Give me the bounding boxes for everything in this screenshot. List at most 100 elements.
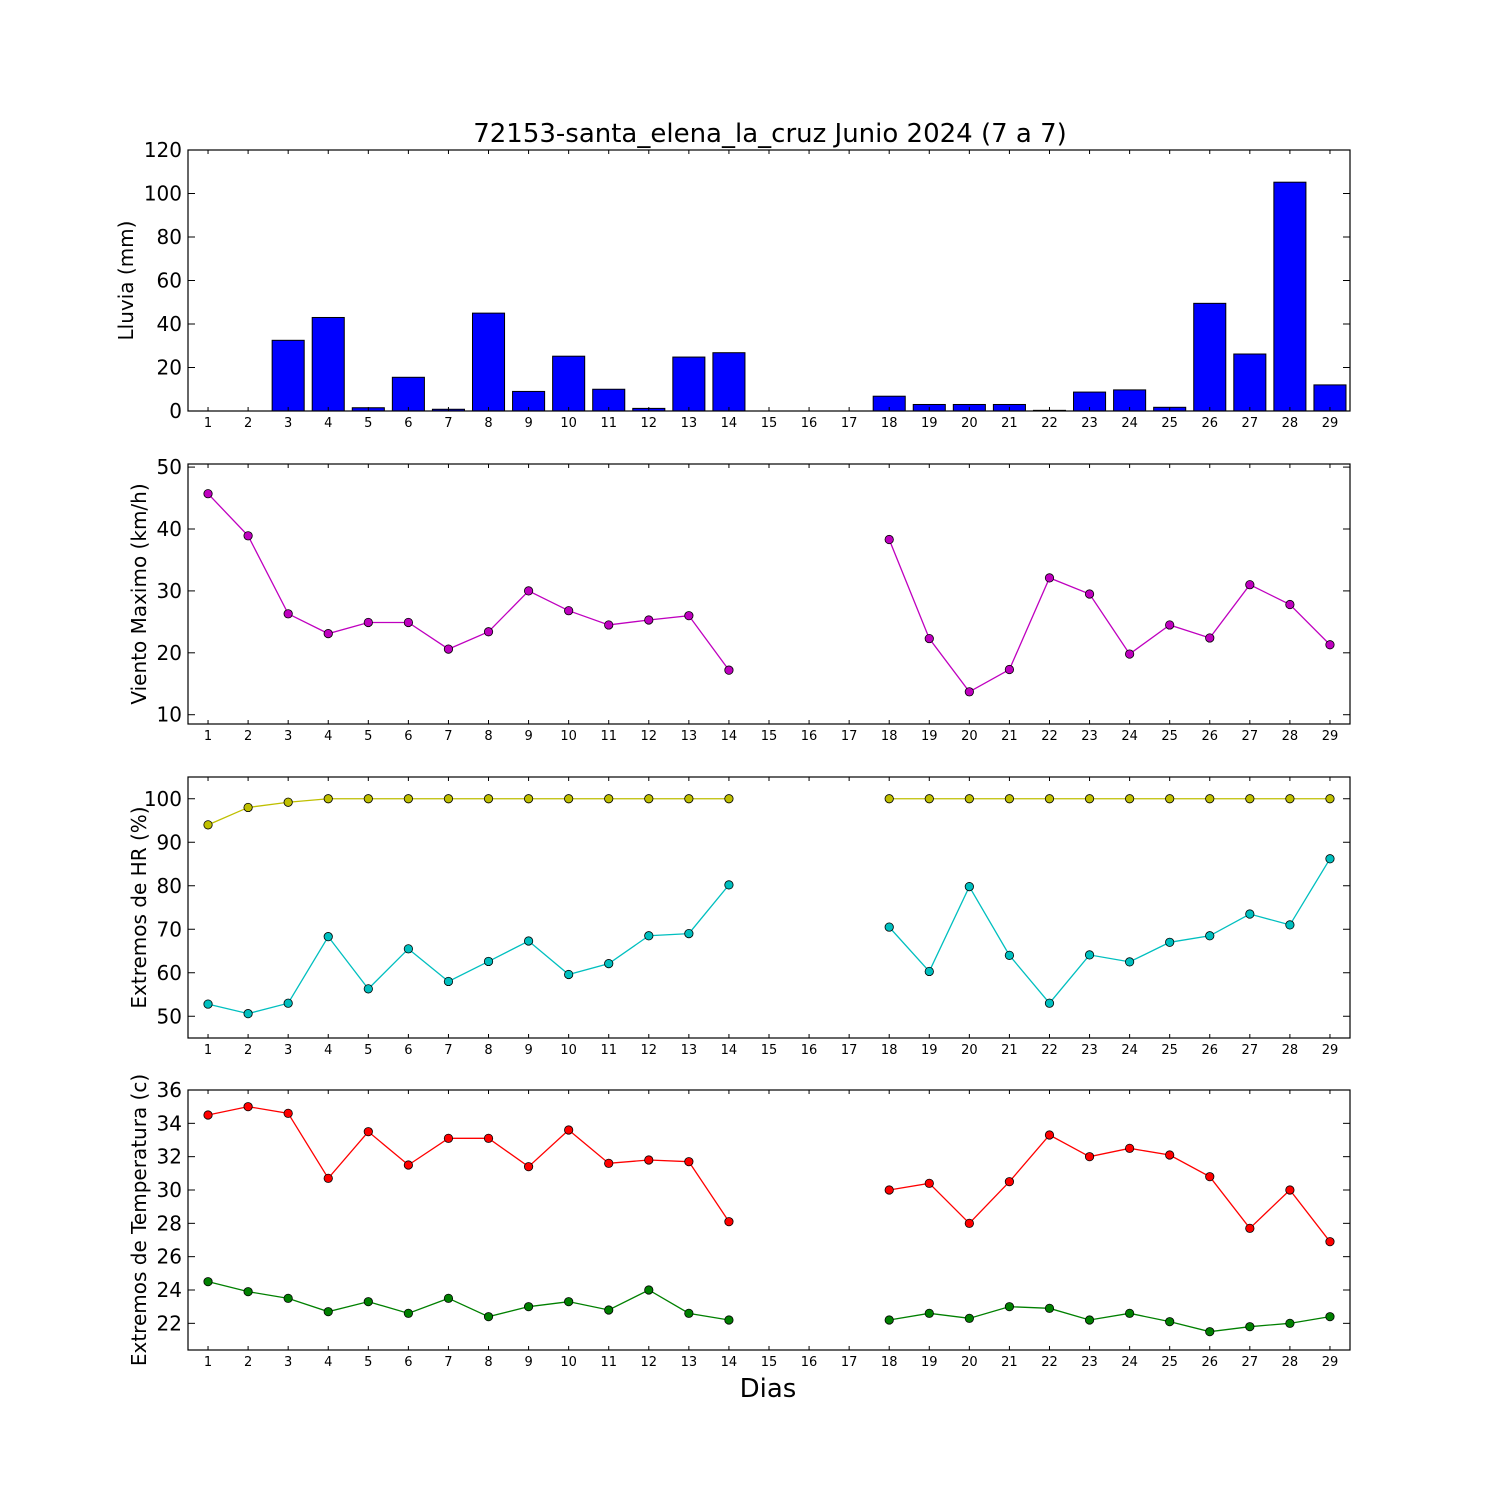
ytick-label: 28 (157, 1211, 182, 1235)
point-day-12 (644, 615, 654, 625)
series-line (889, 1306, 1331, 1333)
point-day-3 (283, 998, 293, 1008)
bar-day-27 (1233, 353, 1267, 412)
series-line (207, 493, 730, 671)
ytick-label: 100 (144, 787, 182, 811)
xtick-label: 14 (721, 1355, 738, 1370)
point-day-24 (1125, 794, 1135, 804)
xtick-label: 11 (600, 1043, 617, 1058)
point-day-18 (884, 922, 894, 932)
point-day-29 (1325, 1312, 1335, 1322)
xtick-label: 26 (1201, 1355, 1218, 1370)
point-day-6 (403, 1308, 413, 1318)
xtick-label: 25 (1161, 1043, 1178, 1058)
series-2 (203, 1277, 1335, 1337)
xtick-label: 18 (881, 1043, 898, 1058)
series-line (207, 884, 730, 1015)
xtick-label: 15 (761, 1043, 778, 1058)
xtick-label: 26 (1201, 1043, 1218, 1058)
ytick-label: 22 (157, 1311, 182, 1335)
point-day-11 (604, 620, 614, 630)
point-day-3 (283, 797, 293, 807)
xtick-label: 6 (404, 416, 412, 431)
xtick-label: 10 (560, 1043, 577, 1058)
point-day-20 (964, 687, 974, 697)
xtick-label: 11 (600, 729, 617, 744)
xtick-label: 27 (1242, 1355, 1259, 1370)
point-day-14 (724, 794, 734, 804)
point-day-1 (203, 1110, 213, 1120)
point-day-12 (644, 931, 654, 941)
xtick-label: 17 (841, 1355, 858, 1370)
point-day-20 (964, 882, 974, 892)
point-day-13 (684, 1308, 694, 1318)
xtick-label: 25 (1161, 416, 1178, 431)
point-day-14 (724, 665, 734, 675)
bar-day-28 (1273, 181, 1307, 412)
point-day-5 (363, 617, 373, 628)
ytick-label: 50 (157, 455, 182, 479)
xtick-label: 9 (524, 729, 532, 744)
xtick-label: 24 (1121, 416, 1138, 431)
xtick-label: 1 (204, 729, 212, 744)
ytick-label: 60 (157, 961, 182, 985)
xtick-label: 29 (1322, 1043, 1339, 1058)
figure-title: 72153-santa_elena_la_cruz Junio 2024 (7 … (473, 119, 1067, 149)
point-day-2 (243, 1287, 253, 1297)
ytick-label: 100 (144, 182, 182, 206)
point-day-29 (1325, 1237, 1335, 1247)
point-day-24 (1125, 1308, 1135, 1318)
xtick-label: 28 (1282, 1355, 1299, 1370)
point-day-22 (1044, 1130, 1055, 1140)
point-day-24 (1125, 1143, 1135, 1153)
point-day-1 (203, 999, 213, 1009)
point-day-25 (1165, 937, 1175, 947)
xtick-label: 12 (641, 1355, 658, 1370)
series-line (207, 798, 729, 826)
xtick-label: 6 (404, 729, 412, 744)
point-day-2 (243, 531, 253, 541)
point-day-4 (323, 1173, 333, 1183)
point-day-1 (203, 1277, 213, 1287)
point-day-8 (483, 627, 494, 637)
point-day-13 (684, 1157, 694, 1167)
xtick-label: 23 (1081, 1355, 1098, 1370)
point-day-27 (1245, 1322, 1255, 1332)
bar-day-4 (311, 316, 345, 412)
series-line (888, 539, 1331, 693)
xtick-label: 13 (681, 1043, 698, 1058)
point-day-4 (323, 794, 333, 804)
point-day-9 (523, 586, 534, 596)
ytick-label: 24 (157, 1278, 182, 1302)
xtick-label: 15 (761, 416, 778, 431)
xtick-label: 15 (761, 1355, 778, 1370)
point-day-2 (243, 802, 253, 813)
point-day-11 (604, 1305, 614, 1315)
point-day-3 (283, 1108, 293, 1118)
series-1 (203, 794, 1335, 830)
point-day-25 (1165, 1150, 1175, 1160)
xtick-label: 27 (1242, 416, 1259, 431)
xtick-label: 13 (681, 1355, 698, 1370)
point-day-3 (283, 609, 293, 619)
xtick-label: 8 (484, 729, 492, 744)
ytick-label: 60 (157, 269, 182, 293)
xtick-label: 9 (524, 1355, 532, 1370)
point-day-11 (604, 794, 614, 804)
xtick-label: 21 (1001, 1355, 1018, 1370)
point-day-22 (1044, 998, 1055, 1008)
xtick-label: 27 (1242, 1043, 1259, 1058)
xtick-label: 25 (1161, 1355, 1178, 1370)
xtick-label: 1 (204, 1043, 212, 1058)
xtick-label: 22 (1041, 1355, 1058, 1370)
point-day-22 (1044, 794, 1055, 804)
point-day-18 (884, 534, 894, 545)
point-day-6 (403, 1160, 413, 1170)
ytick-label: 80 (157, 225, 182, 249)
point-day-26 (1205, 633, 1215, 643)
point-day-10 (564, 1297, 574, 1307)
ytick-label: 30 (157, 1178, 182, 1202)
point-day-7 (443, 644, 454, 654)
